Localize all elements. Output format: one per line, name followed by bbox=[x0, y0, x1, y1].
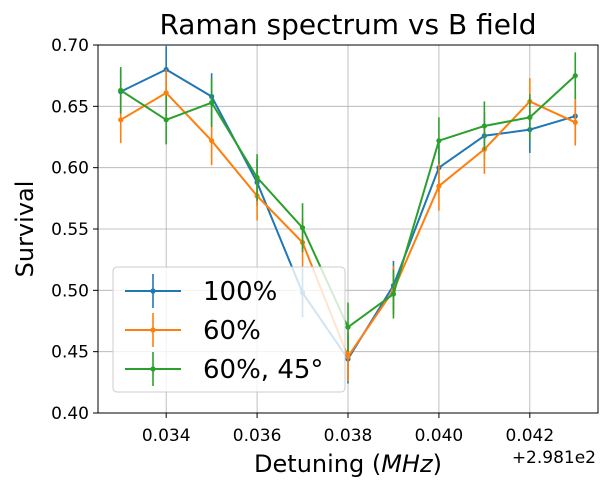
chart-title: Raman spectrum vs B field bbox=[159, 8, 536, 41]
legend-box bbox=[112, 266, 346, 393]
data-point bbox=[345, 353, 351, 360]
x-offset-label: +2.981e2 bbox=[512, 448, 596, 468]
x-tick-label: 0.034 bbox=[142, 426, 191, 446]
legend-label: 60% bbox=[203, 316, 261, 346]
data-point bbox=[209, 138, 215, 144]
data-point bbox=[572, 73, 578, 79]
data-point bbox=[118, 117, 124, 123]
legend-marker bbox=[150, 288, 156, 294]
legend-item-1: 100% bbox=[125, 274, 277, 308]
legend: 100% 60% 60%, 45° bbox=[112, 266, 346, 393]
y-tick-label: 0.60 bbox=[51, 159, 89, 179]
x-tick-label: 0.038 bbox=[324, 426, 373, 446]
series-layer bbox=[118, 46, 578, 384]
data-point bbox=[345, 324, 351, 330]
x-axis-label: Detuning (MHz) bbox=[254, 450, 442, 478]
y-tick-label: 0.55 bbox=[51, 220, 89, 240]
legend-label: 60%, 45° bbox=[203, 355, 323, 385]
data-point bbox=[436, 183, 442, 189]
x-axis-label-unit: MHz bbox=[381, 450, 434, 478]
data-point bbox=[299, 225, 306, 231]
x-tick-label: 0.040 bbox=[415, 426, 464, 446]
y-tick-label: 0.50 bbox=[51, 281, 89, 301]
legend-label: 100% bbox=[203, 277, 277, 307]
data-point bbox=[163, 117, 169, 123]
x-tick-label: 0.042 bbox=[505, 426, 554, 446]
legend-item-2: 60% bbox=[125, 313, 261, 347]
y-tick-label: 0.45 bbox=[51, 343, 89, 363]
series-3 bbox=[118, 52, 578, 352]
y-tick-label: 0.40 bbox=[51, 404, 89, 424]
legend-marker bbox=[150, 366, 156, 372]
data-point bbox=[118, 87, 124, 93]
x-axis-label-prefix: Detuning ( bbox=[254, 450, 381, 478]
legend-item-3: 60%, 45° bbox=[125, 352, 323, 386]
y-tick-label: 0.65 bbox=[51, 97, 89, 117]
data-point bbox=[390, 291, 397, 297]
data-point bbox=[436, 138, 442, 144]
ticks: 0.034 0.036 0.038 0.040 0.042 0.40 0.45 0.50 0.5… bbox=[51, 36, 554, 446]
data-point bbox=[163, 90, 169, 96]
data-point bbox=[481, 123, 487, 129]
x-tick-label: 0.036 bbox=[233, 426, 282, 446]
data-point bbox=[527, 114, 533, 120]
data-point bbox=[254, 174, 260, 181]
y-axis-label: Survival bbox=[11, 181, 39, 278]
x-axis-label-suffix: ) bbox=[433, 450, 442, 478]
data-point bbox=[209, 100, 215, 106]
data-point bbox=[572, 119, 578, 125]
y-tick-label: 0.70 bbox=[51, 36, 89, 56]
legend-marker bbox=[150, 327, 156, 333]
